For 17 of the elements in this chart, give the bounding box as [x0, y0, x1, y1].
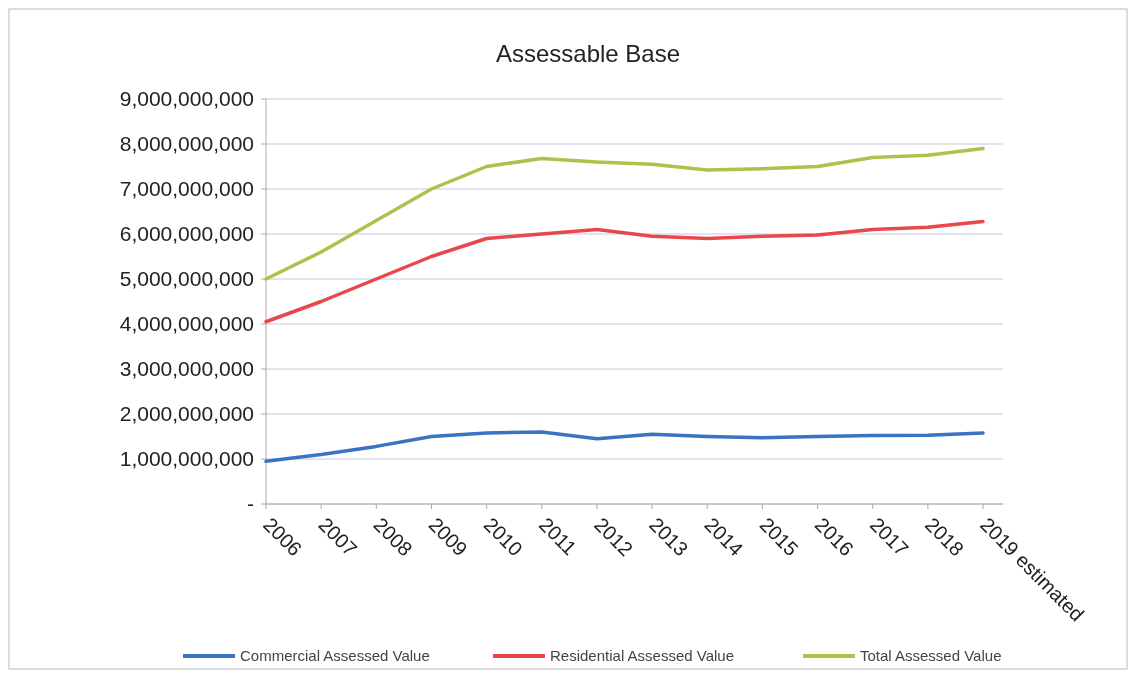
y-tick-label: 3,000,000,000 — [119, 357, 254, 381]
line-series — [264, 430, 985, 463]
y-tick-label: 8,000,000,000 — [119, 132, 254, 156]
chart-title: Assessable Base — [495, 40, 681, 67]
y-tick-label: 6,000,000,000 — [119, 222, 254, 246]
y-tick-label: 4,000,000,000 — [119, 312, 254, 336]
y-tick-label: 7,000,000,000 — [119, 177, 254, 201]
legend-label: Residential Assessed Value — [550, 647, 734, 665]
line-series — [264, 146, 985, 281]
legend-label: Total Assessed Value — [860, 647, 1002, 665]
legend-label: Commercial Assessed Value — [240, 647, 430, 665]
y-tick-label: 5,000,000,000 — [119, 267, 254, 291]
y-tick-label: 2,000,000,000 — [119, 402, 254, 426]
y-tick-label: 9,000,000,000 — [119, 87, 254, 111]
line-series — [264, 219, 985, 324]
y-tick-label: 1,000,000,000 — [119, 447, 254, 471]
y-tick-label: - — [247, 492, 254, 516]
